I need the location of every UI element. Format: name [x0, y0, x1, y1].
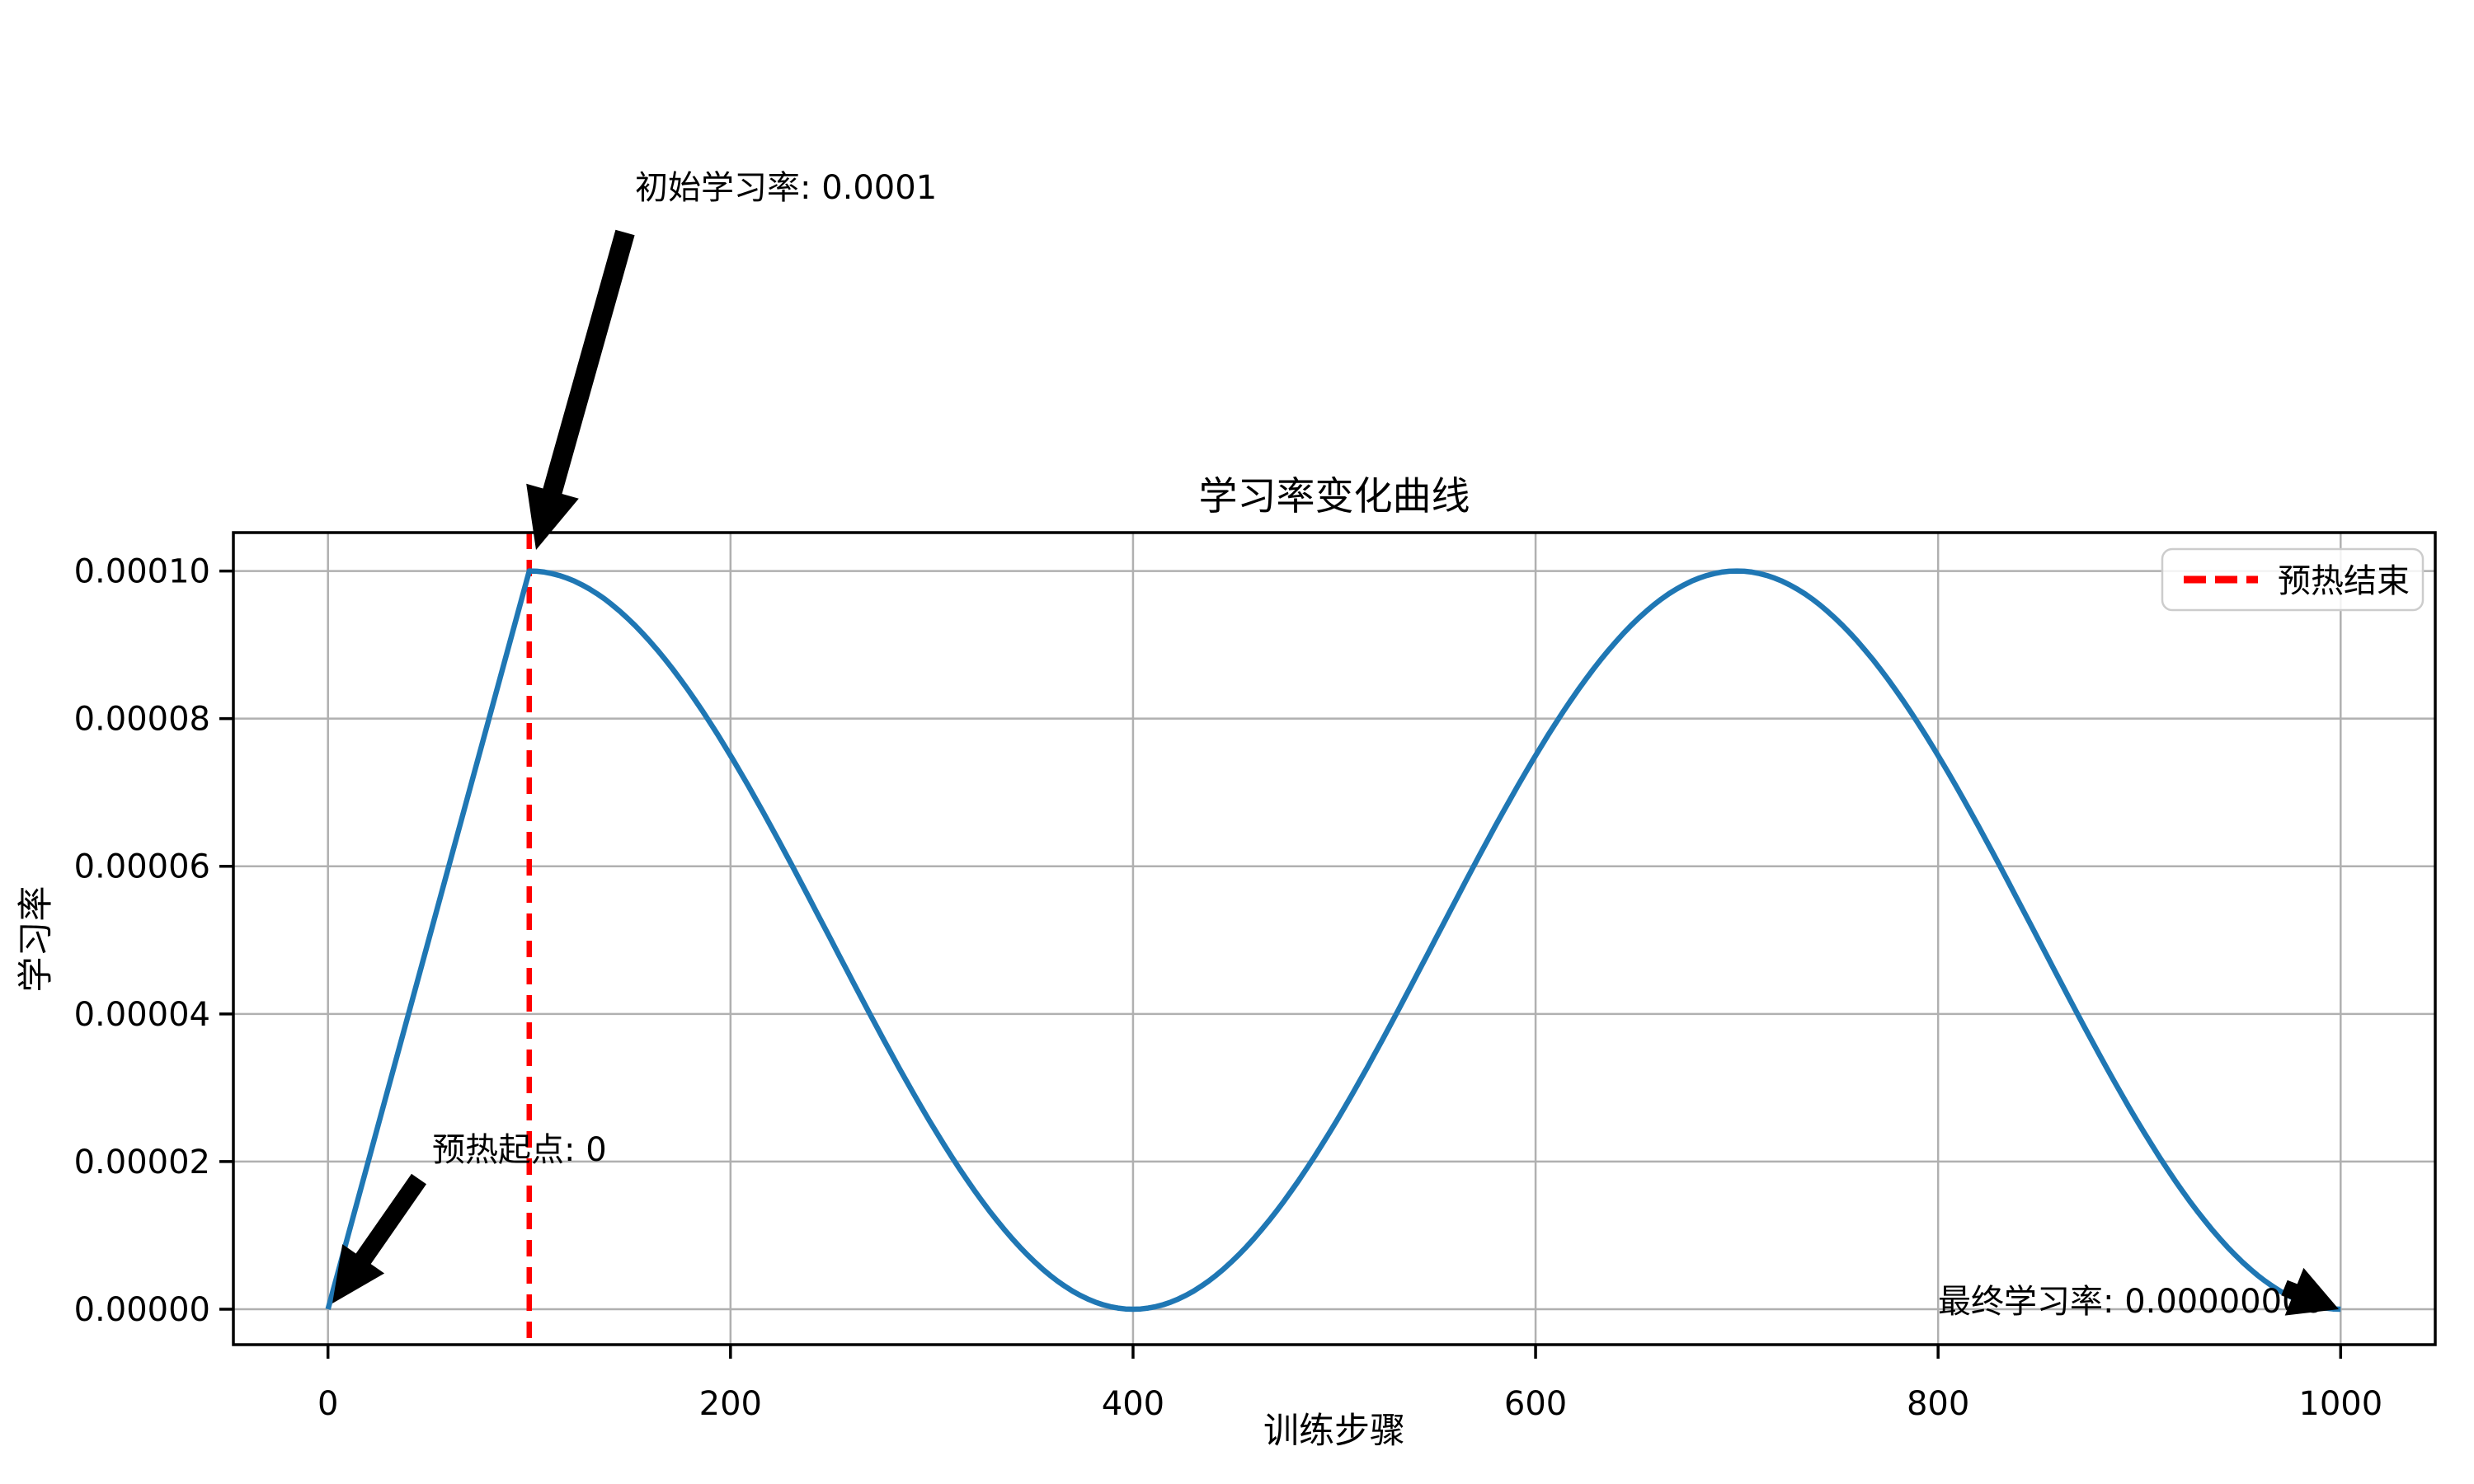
axis-ticks: 0 200 400 600 800 1000 0.00000 0.00002 0.00004 0.…: [74, 553, 2383, 1423]
y-axis-label: 学习率: [16, 886, 57, 993]
annotation-final-lr: 最终学习率: 0.00000000: [1938, 1283, 2324, 1321]
annotation-warmup-start: 预热起点: 0: [432, 1131, 607, 1169]
y-tick-label: 0.00008: [74, 701, 210, 739]
legend-label: 预热结束: [2278, 562, 2410, 600]
x-tick-label: 800: [1907, 1385, 1969, 1423]
annotation-initial-lr: 初始学习率: 0.0001: [635, 169, 937, 207]
plot-border: [232, 531, 2437, 1346]
axes-spines: [232, 531, 2437, 1346]
annotation-arrow-final: [2281, 1267, 2339, 1316]
x-tick-label: 1000: [2298, 1385, 2382, 1423]
legend-box: [2161, 547, 2425, 612]
x-tick-label: 400: [1102, 1385, 1164, 1423]
annotation-arrow-initial: [526, 229, 635, 550]
grid-lines: [233, 533, 2435, 1345]
annotation-arrow-warmup-start: [332, 1173, 426, 1303]
x-tick-label: 200: [699, 1385, 762, 1423]
chart-title: 学习率变化曲线: [1199, 474, 1470, 519]
lr-curve: [325, 568, 2341, 1313]
y-tick-label: 0.00002: [74, 1144, 210, 1181]
y-tick-label: 0.00004: [74, 996, 210, 1034]
y-tick-label: 0.00010: [74, 553, 210, 591]
x-tick-label: 600: [1504, 1385, 1567, 1423]
y-tick-label: 0.00000: [74, 1291, 210, 1329]
y-tick-label: 0.00006: [74, 848, 210, 886]
x-tick-label: 0: [317, 1385, 338, 1423]
x-axis-label: 训练步骤: [1263, 1411, 1405, 1452]
lr-curve-line: [325, 568, 2341, 1313]
legend: 预热结束: [2161, 547, 2425, 612]
annotation-arrows: [332, 229, 2339, 1316]
